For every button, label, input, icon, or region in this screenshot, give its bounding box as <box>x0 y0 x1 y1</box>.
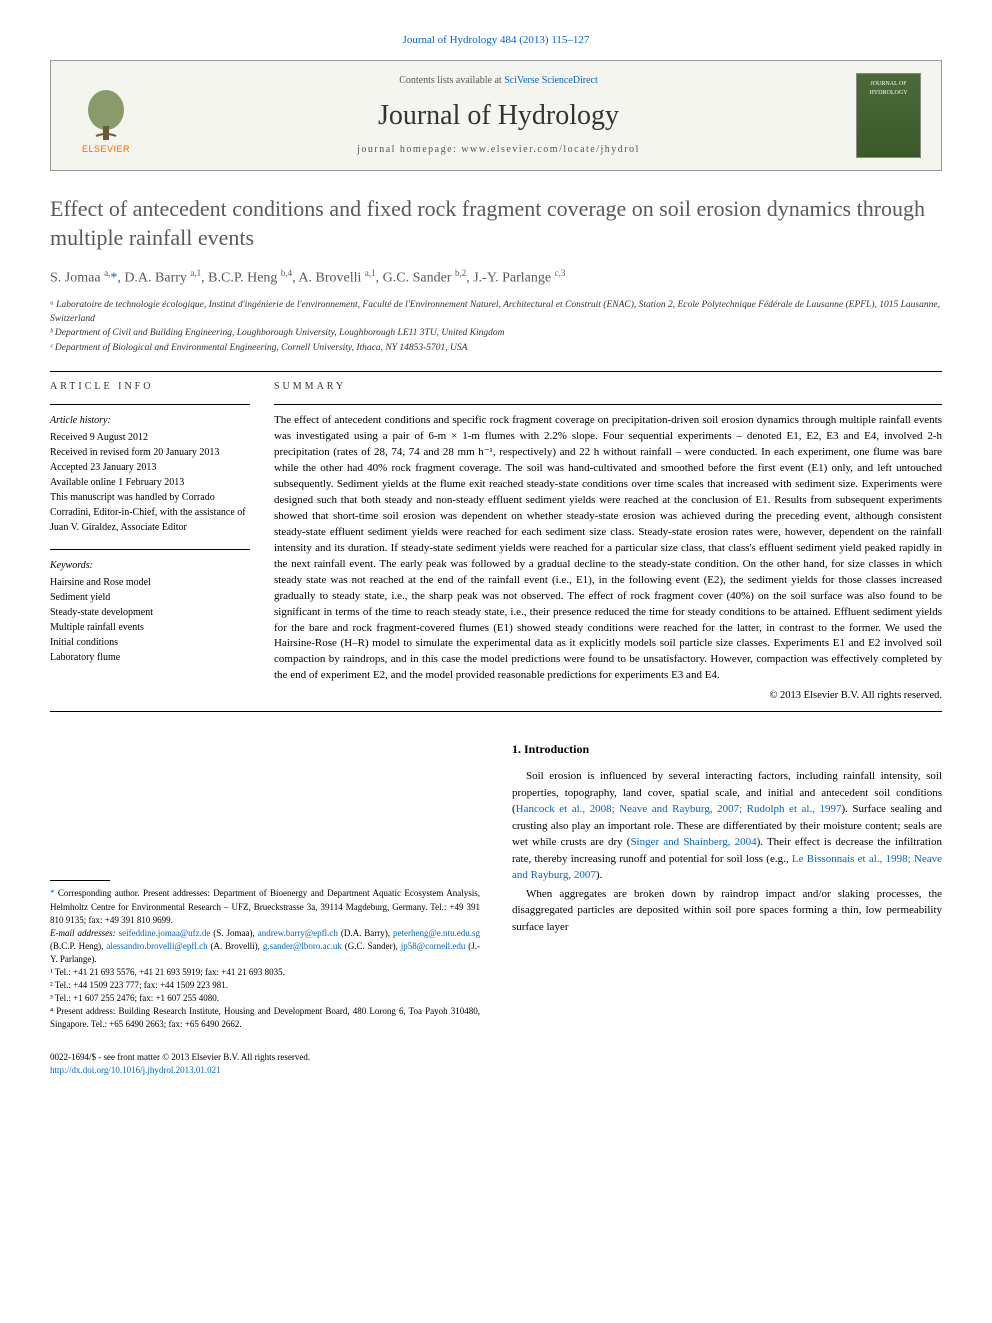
keyword-line: Steady-state development <box>50 605 250 620</box>
footnote-line: ⁴ Present address: Building Research Ins… <box>50 1005 480 1031</box>
history-line: Received 9 August 2012 <box>50 430 250 445</box>
journal-ref-link[interactable]: Journal of Hydrology 484 (2013) 115–127 <box>403 34 590 46</box>
doi-link[interactable]: http://dx.doi.org/10.1016/j.jhydrol.2013… <box>50 1065 221 1075</box>
intro-paragraph-2: When aggregates are broken down by raind… <box>512 886 942 936</box>
email-link[interactable]: alessandro.brovelli@epfl.ch <box>106 941 207 951</box>
affiliation-line: ᵃ Laboratoire de technologie écologique,… <box>50 298 942 327</box>
right-column: 1. Introduction Soil erosion is influenc… <box>512 740 942 1031</box>
horizontal-rule <box>50 371 942 372</box>
citation-link[interactable]: Singer and Shainberg, 2004 <box>630 836 756 848</box>
email-addresses-note: E-mail addresses: seifeddine.jomaa@ufz.d… <box>50 927 480 966</box>
keywords-label: Keywords: <box>50 558 250 573</box>
history-line: This manuscript was handled by Corrado C… <box>50 490 250 535</box>
article-info-column: ARTICLE INFO Article history: Received 9… <box>50 380 250 704</box>
article-info-heading: ARTICLE INFO <box>50 380 250 394</box>
keyword-line: Sediment yield <box>50 590 250 605</box>
homepage-url[interactable]: www.elsevier.com/locate/jhydrol <box>461 144 640 155</box>
front-matter-line: 0022-1694/$ - see front matter © 2013 El… <box>50 1051 942 1064</box>
keyword-line: Multiple rainfall events <box>50 620 250 635</box>
email-link[interactable]: seifeddine.jomaa@ufz.de <box>119 928 211 938</box>
summary-column: SUMMARY The effect of antecedent conditi… <box>274 380 942 704</box>
copyright-line: © 2013 Elsevier B.V. All rights reserved… <box>274 688 942 703</box>
journal-banner: ELSEVIER Contents lists available at Sci… <box>50 60 942 171</box>
affiliations: ᵃ Laboratoire de technologie écologique,… <box>50 298 942 355</box>
corresponding-author-note: * Corresponding author. Present addresse… <box>50 887 480 926</box>
footnote-line: ² Tel.: +44 1509 223 777; fax: +44 1509 … <box>50 979 480 992</box>
intro-paragraph-1: Soil erosion is influenced by several in… <box>512 768 942 884</box>
citation-link[interactable]: Hancock et al., 2008; Neave and Rayburg,… <box>516 803 842 815</box>
history-line: Available online 1 February 2013 <box>50 475 250 490</box>
publisher-logo: ELSEVIER <box>71 76 141 156</box>
history-line: Received in revised form 20 January 2013 <box>50 445 250 460</box>
journal-name: Journal of Hydrology <box>141 96 856 135</box>
summary-heading: SUMMARY <box>274 380 942 395</box>
email-link[interactable]: jp58@cornell.edu <box>401 941 466 951</box>
affiliation-line: ᵇ Department of Civil and Building Engin… <box>50 326 942 340</box>
article-history-label: Article history: <box>50 413 250 428</box>
keyword-line: Hairsine and Rose model <box>50 575 250 590</box>
email-link[interactable]: g.sander@lboro.ac.uk <box>263 941 342 951</box>
author-list: S. Jomaa a,*, D.A. Barry a,1, B.C.P. Hen… <box>50 267 942 288</box>
article-title: Effect of antecedent conditions and fixe… <box>50 195 942 252</box>
journal-cover-thumbnail: JOURNAL OF HYDROLOGY <box>856 73 921 158</box>
abstract-text: The effect of antecedent conditions and … <box>274 413 942 684</box>
elsevier-label: ELSEVIER <box>82 143 130 156</box>
sciencedirect-link[interactable]: SciVerse ScienceDirect <box>504 75 598 86</box>
email-link[interactable]: andrew.barry@epfl.ch <box>258 928 338 938</box>
journal-homepage-line: journal homepage: www.elsevier.com/locat… <box>141 143 856 157</box>
journal-reference-line: Journal of Hydrology 484 (2013) 115–127 <box>50 30 942 48</box>
footnote-line: ³ Tel.: +1 607 255 2476; fax: +1 607 255… <box>50 992 480 1005</box>
keyword-line: Initial conditions <box>50 635 250 650</box>
section-heading-intro: 1. Introduction <box>512 740 942 758</box>
keyword-line: Laboratory flume <box>50 650 250 665</box>
footnotes-block: * Corresponding author. Present addresse… <box>50 887 480 1031</box>
elsevier-tree-icon <box>81 88 131 143</box>
page-footer: 0022-1694/$ - see front matter © 2013 El… <box>50 1051 942 1076</box>
email-link[interactable]: peterheng@e.ntu.edu.sg <box>393 928 480 938</box>
contents-lists-line: Contents lists available at SciVerse Sci… <box>141 74 856 88</box>
footnote-line: ¹ Tel.: +41 21 693 5576, +41 21 693 5919… <box>50 966 480 979</box>
affiliation-line: ᶜ Department of Biological and Environme… <box>50 341 942 355</box>
horizontal-rule <box>50 711 942 712</box>
left-column: * Corresponding author. Present addresse… <box>50 740 480 1031</box>
history-line: Accepted 23 January 2013 <box>50 460 250 475</box>
